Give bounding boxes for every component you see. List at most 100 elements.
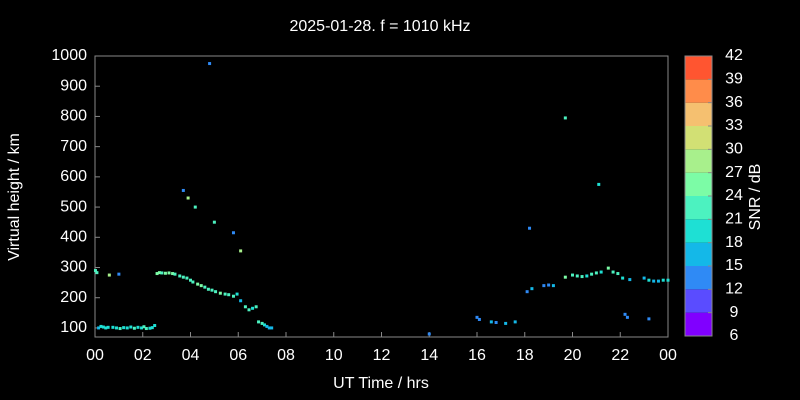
data-point [153,324,157,328]
data-point [621,276,625,280]
data-point [125,326,129,330]
data-point [129,325,133,329]
data-point [251,306,255,310]
data-point [191,280,195,284]
colorbar-tick-label: 27 [725,164,743,181]
x-tick-label: 02 [134,347,152,364]
x-tick-label: 22 [611,347,629,364]
data-point [611,270,615,274]
data-point [107,273,111,277]
colorbar-band [685,312,712,336]
y-tick-label: 100 [60,319,87,336]
data-point [656,279,660,283]
colorbar-band [685,149,712,173]
colorbar-tick-label: 12 [725,281,743,298]
data-point [231,231,235,235]
data-point [594,271,598,275]
colorbar-tick-label: 36 [725,94,743,111]
data-point [239,249,243,253]
data-point [142,325,146,329]
data-point [563,116,567,120]
data-point [160,271,164,275]
data-point [542,284,546,288]
data-point [178,274,182,278]
colorbar-band [685,102,712,126]
data-point [580,275,584,279]
y-tick-label: 500 [60,198,87,215]
data-point [231,294,235,298]
data-point [148,326,152,330]
colorbar-tick-label: 15 [725,257,743,274]
colorbar-band [685,196,712,220]
colorbar-tick-label: 24 [725,187,743,204]
data-point [117,272,121,276]
data-point [247,308,251,312]
data-point [265,324,269,328]
y-axis-label: Virtual height / km [6,133,23,261]
data-point [489,320,493,324]
y-tick-label: 1000 [51,47,87,64]
data-point [427,332,431,336]
data-point [208,62,212,66]
x-tick-label: 00 [659,347,677,364]
data-point [606,266,610,270]
data-point [223,292,227,296]
data-point [475,315,479,319]
colorbar-band [685,289,712,313]
colorbar-band [685,79,712,103]
data-point [185,276,189,280]
data-point [270,326,274,330]
data-point [140,326,144,330]
data-point [661,278,665,282]
data-point [99,324,103,328]
data-point [575,274,579,278]
data-point [597,182,601,186]
data-point [513,320,517,324]
colorbar-tick-label: 33 [725,117,743,134]
data-point [239,299,243,303]
data-point [525,290,529,294]
data-point [263,323,267,327]
data-point [254,305,258,309]
data-point [243,305,247,309]
data-point [528,226,532,230]
y-tick-label: 400 [60,229,87,246]
data-point [210,288,214,292]
data-point [181,188,185,192]
colorbar-band [685,126,712,150]
colorbar-tick-label: 21 [725,211,743,228]
x-tick-label: 06 [229,347,247,364]
colorbar-tick-label: 42 [725,47,743,64]
data-point [181,275,185,279]
x-tick-label: 04 [182,347,200,364]
data-point [150,326,154,330]
data-point [157,271,161,275]
data-point [625,315,629,319]
data-point [214,290,218,294]
data-point [547,283,551,287]
colorbar-tick-label: 30 [725,141,743,158]
data-point [155,272,159,276]
data-point [571,273,574,277]
colorbar-tick-label: 18 [725,234,743,251]
data-point [260,321,264,325]
data-point [599,270,603,274]
data-point [218,291,222,295]
data-point [163,271,167,275]
data-point [504,321,508,325]
data-point [267,326,271,330]
data-point [477,317,481,321]
colorbar-tick-label: 39 [725,71,743,88]
data-point [616,272,620,276]
data-point [227,293,231,297]
x-tick-label: 12 [373,347,391,364]
data-point [494,320,498,324]
data-point [203,285,207,289]
data-point [104,326,108,330]
data-point [196,282,200,286]
colorbar-band [685,56,712,80]
data-point [652,279,656,283]
x-tick-label: 20 [564,347,582,364]
x-axis-label: UT Time / hrs [333,375,429,392]
